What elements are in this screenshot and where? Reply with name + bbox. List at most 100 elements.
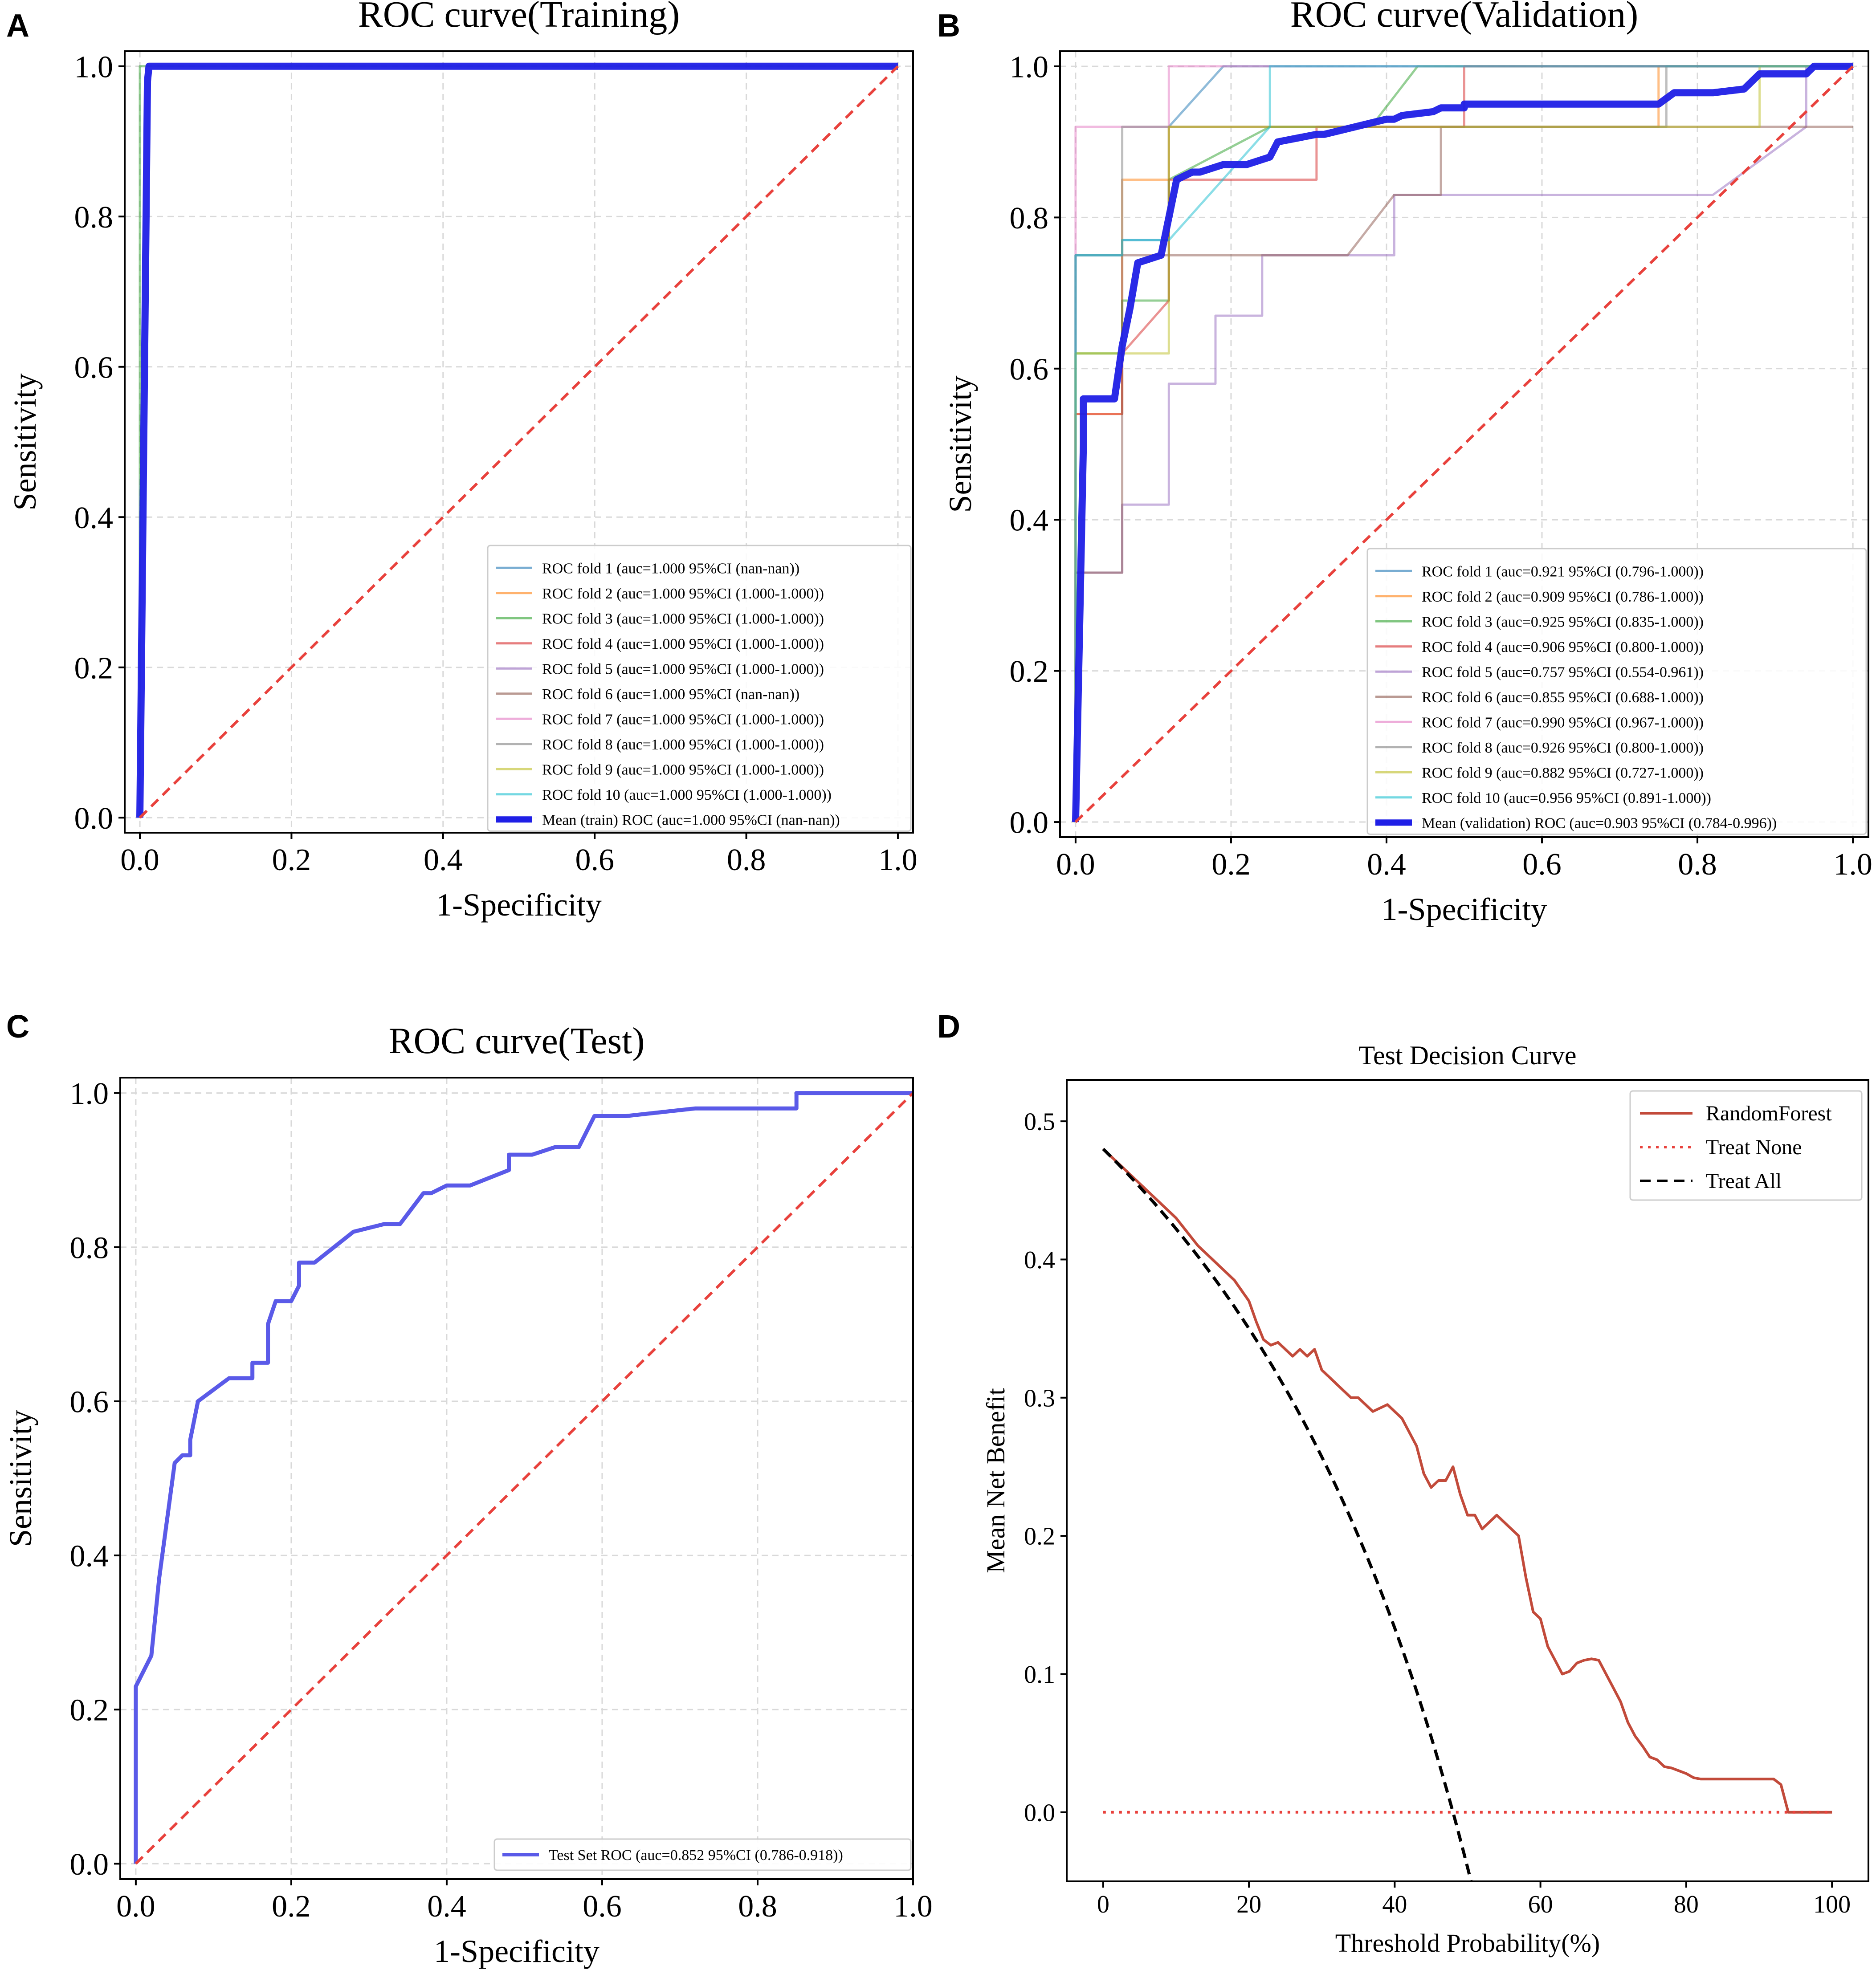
plot-area	[136, 62, 899, 819]
y-tick-label: 0.6	[1010, 352, 1049, 387]
chance-line	[139, 65, 899, 819]
legend-label: ROC fold 5 (auc=1.000 95%CI (1.000-1.000…	[542, 661, 824, 677]
chart-title: ROC curve(Validation)	[1290, 0, 1638, 35]
x-tick-label: 0.6	[1522, 847, 1562, 882]
y-tick-label: 0.0	[1010, 806, 1049, 840]
x-tick-label: 1.0	[1833, 847, 1872, 882]
y-tick-label: 0.8	[74, 200, 114, 235]
x-tick-label: 0.8	[1678, 847, 1717, 882]
legend-label: ROC fold 3 (auc=1.000 95%CI (1.000-1.000…	[542, 610, 824, 627]
y-tick-label: 0.0	[74, 802, 114, 836]
legend-label: Treat None	[1706, 1135, 1802, 1159]
legend-label: ROC fold 2 (auc=1.000 95%CI (1.000-1.000…	[542, 586, 824, 602]
treat-all-line	[1102, 1148, 1473, 1881]
x-tick-label: 100	[1813, 1891, 1851, 1918]
legend-label: ROC fold 10 (auc=1.000 95%CI (1.000-1.00…	[542, 787, 832, 803]
plot-frame	[119, 1077, 914, 1880]
x-tick-label: 0.6	[583, 1889, 622, 1924]
chart-roc-validation: ROC curve(Validation) 0.0 0.2 0.4 0.6 0.8 1.0 0…	[942, 0, 1872, 927]
x-tick-label: 0.4	[427, 1889, 466, 1924]
legend-label: ROC fold 1 (auc=1.000 95%CI (nan-nan))	[542, 560, 799, 577]
y-tick-label: 1.0	[74, 50, 114, 84]
legend-label: ROC fold 7 (auc=1.000 95%CI (1.000-1.000…	[542, 711, 824, 728]
roc-fold-line	[1074, 126, 1853, 822]
x-tick-label: 0.0	[120, 843, 159, 877]
y-tick-label: 0.8	[1010, 201, 1049, 236]
plot-frame	[124, 50, 914, 834]
x-tick-label: 0.0	[1056, 847, 1095, 882]
x-tick-label: 1.0	[893, 1889, 933, 1924]
x-axis-label: 1-Specificity	[436, 887, 602, 923]
legend-label: ROC fold 4 (auc=1.000 95%CI (1.000-1.000…	[542, 636, 824, 652]
legend-label: ROC fold 1 (auc=0.921 95%CI (0.796-1.000…	[1422, 563, 1704, 580]
chart-roc-test: ROC curve(Test) 0.0 0.2 0.4 0.6 0.8 1.0 0.0 0.2 0…	[3, 1020, 933, 1969]
legend-label: ROC fold 6 (auc=0.855 95%CI (0.688-1.000…	[1422, 689, 1704, 706]
x-tick-label: 0.2	[272, 1889, 311, 1924]
legend-label: ROC fold 5 (auc=0.757 95%CI (0.554-0.961…	[1422, 664, 1704, 680]
legend-label: ROC fold 2 (auc=0.909 95%CI (0.786-1.000…	[1422, 589, 1704, 605]
x-tick-label: 0.2	[272, 843, 311, 877]
x-tick-label: 0.0	[116, 1889, 155, 1924]
plot-area	[1102, 1148, 1832, 1881]
panel-letter-a: A	[6, 8, 29, 44]
legend-label: Treat All	[1706, 1169, 1782, 1193]
legend-label: ROC fold 8 (auc=0.926 95%CI (0.800-1.000…	[1422, 740, 1704, 756]
legend-label: ROC fold 3 (auc=0.925 95%CI (0.835-1.000…	[1422, 614, 1704, 630]
legend-box	[1366, 548, 1867, 835]
chart-roc-training: ROC curve(Training) 0.0 0.2 0.4 0.6 0.8 1.0 0.0…	[7, 0, 918, 923]
chance-line	[1074, 65, 1854, 823]
x-tick-label: 0.4	[1367, 847, 1406, 882]
legend-box	[1629, 1090, 1863, 1201]
y-tick-label: 0.0	[1024, 1799, 1055, 1827]
legend-label: Mean (validation) ROC (auc=0.903 95%CI (…	[1422, 815, 1777, 831]
x-tick-label: 1.0	[878, 843, 918, 877]
legend-box	[487, 545, 912, 832]
y-tick-label: 0.3	[1024, 1384, 1055, 1412]
y-tick-label: 0.0	[70, 1848, 109, 1882]
x-tick-label: 20	[1236, 1891, 1261, 1918]
y-tick-label: 0.5	[1024, 1108, 1055, 1136]
x-tick-label: 0.8	[738, 1889, 777, 1924]
legend-label: ROC fold 9 (auc=1.000 95%CI (1.000-1.000…	[542, 761, 824, 778]
x-axis-label: Threshold Probability(%)	[1335, 1929, 1600, 1958]
legend-label: ROC fold 4 (auc=0.906 95%CI (0.800-1.000…	[1422, 639, 1704, 655]
y-tick-label: 0.4	[74, 501, 114, 535]
plot-frame	[1066, 1079, 1869, 1882]
x-tick-label: 60	[1528, 1891, 1553, 1918]
roc-test-line	[134, 1091, 913, 1864]
y-tick-label: 0.2	[70, 1693, 109, 1728]
chart-decision-curve: Test Decision Curve 0 20 40 60 80 100 0.0 0.1 0.2…	[981, 1041, 1869, 1958]
roc-fold-line	[1074, 65, 1853, 822]
x-tick-label: 0.6	[575, 843, 614, 877]
x-tick-label: 40	[1382, 1891, 1407, 1918]
plot-frame	[1059, 50, 1869, 838]
y-tick-label: 0.6	[70, 1385, 109, 1419]
legend-label: RandomForest	[1706, 1102, 1832, 1125]
roc-mean-line	[136, 62, 898, 818]
x-tick-label: 0.8	[727, 843, 766, 877]
chance-line	[135, 1092, 913, 1865]
x-tick-label: 0.2	[1211, 847, 1251, 882]
chart-title: ROC curve(Test)	[389, 1020, 645, 1062]
panel-letter-d: D	[937, 1009, 960, 1045]
y-tick-label: 1.0	[70, 1077, 109, 1111]
legend-box	[493, 1838, 912, 1871]
y-axis-label: Sensitivity	[3, 1410, 38, 1547]
y-axis-label: Sensitivity	[7, 373, 43, 510]
y-axis-label: Sensitivity	[942, 375, 978, 513]
y-tick-label: 0.8	[70, 1231, 109, 1265]
y-tick-label: 0.2	[1024, 1523, 1055, 1551]
x-tick-label: 80	[1674, 1891, 1699, 1918]
legend-label: ROC fold 6 (auc=1.000 95%CI (nan-nan))	[542, 686, 799, 703]
panel-letter-b: B	[937, 8, 960, 44]
y-tick-label: 0.1	[1024, 1661, 1055, 1689]
x-axis-label: 1-Specificity	[434, 1933, 600, 1969]
y-tick-label: 0.6	[74, 350, 114, 385]
legend-label: ROC fold 10 (auc=0.956 95%CI (0.891-1.00…	[1422, 790, 1711, 806]
x-tick-label: 0.4	[424, 843, 463, 877]
y-axis-label: Mean Net Benefit	[981, 1388, 1010, 1573]
legend-label: Mean (train) ROC (auc=1.000 95%CI (nan-n…	[542, 812, 840, 828]
y-tick-label: 1.0	[1010, 50, 1049, 84]
y-tick-label: 0.4	[70, 1539, 109, 1574]
